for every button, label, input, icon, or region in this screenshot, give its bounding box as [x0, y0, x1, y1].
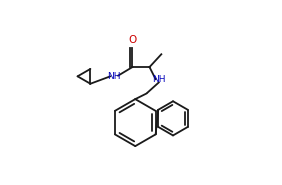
- Text: NH: NH: [152, 75, 166, 84]
- Text: NH: NH: [107, 72, 121, 81]
- Text: O: O: [128, 35, 136, 45]
